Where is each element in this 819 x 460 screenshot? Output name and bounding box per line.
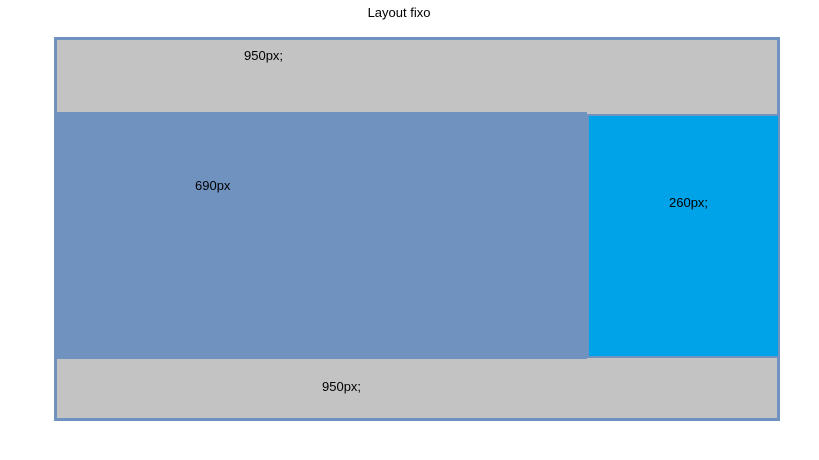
footer-block: 950px;	[57, 359, 777, 418]
sidebar-width-label: 260px;	[669, 195, 709, 210]
diagram-title: Layout fixo	[367, 5, 431, 20]
footer-width-label: 950px;	[322, 379, 362, 394]
main-width-label: 690px	[195, 178, 231, 193]
main-content-block: 690px	[57, 112, 587, 359]
header-block: 950px;	[57, 40, 777, 112]
layout-frame: 950px; 690px 260px; 950px;	[54, 37, 780, 421]
header-width-label: 950px;	[244, 48, 284, 63]
sidebar-block: 260px;	[587, 114, 778, 358]
